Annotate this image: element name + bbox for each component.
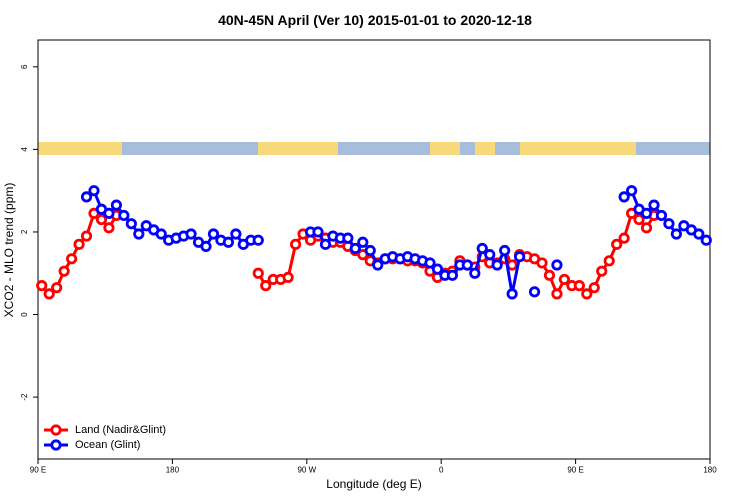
- data-point: [506, 259, 518, 271]
- data-point: [491, 259, 503, 271]
- plot-area: [36, 185, 712, 300]
- data-point: [282, 271, 294, 283]
- data-point: [506, 288, 518, 300]
- data-point: [484, 249, 496, 261]
- y-tick-label: -2: [20, 393, 29, 401]
- data-point: [700, 234, 712, 246]
- data-point: [573, 280, 585, 292]
- data-point: [185, 228, 197, 240]
- data-point: [319, 238, 332, 250]
- data-point: [663, 218, 675, 230]
- data-point: [670, 228, 683, 240]
- data-point: [693, 228, 705, 240]
- data-point: [58, 265, 70, 277]
- legend-marker: [50, 424, 62, 436]
- x-tick-label: 90 W: [297, 466, 316, 475]
- data-point: [133, 228, 145, 240]
- chart-title: 40N-45N April (Ver 10) 2015-01-01 to 202…: [218, 12, 532, 28]
- data-point: [633, 213, 645, 226]
- data-point: [536, 257, 548, 269]
- data-point: [155, 228, 167, 240]
- data-point: [551, 259, 563, 271]
- data-point: [125, 218, 137, 230]
- y-tick-label: 0: [20, 312, 29, 317]
- data-point: [648, 199, 660, 211]
- x-axis-label: Longitude (deg E): [326, 477, 421, 491]
- data-point: [618, 191, 630, 203]
- data-point: [103, 207, 115, 219]
- data-point: [43, 288, 55, 300]
- data-point: [312, 226, 324, 238]
- data-point: [499, 244, 511, 257]
- data-point: [581, 288, 593, 300]
- data-point: [110, 199, 123, 211]
- x-tick-label: 90 E: [567, 466, 583, 475]
- data-point: [51, 282, 63, 294]
- y-axis-label: XCO2 - MLO trend (ppm): [2, 183, 16, 318]
- y-tick-label: 6: [20, 64, 29, 69]
- data-point: [260, 280, 272, 292]
- legend-label: Land (Nadir&Glint): [75, 424, 166, 436]
- data-point: [528, 286, 541, 298]
- data-point: [66, 253, 78, 265]
- data-point: [424, 257, 436, 269]
- data-point: [80, 191, 93, 203]
- data-point: [289, 238, 302, 250]
- data-point: [640, 207, 653, 219]
- data-point: [618, 232, 630, 244]
- data-point: [551, 288, 563, 300]
- x-tick-label: 0: [439, 466, 444, 475]
- data-point: [200, 240, 212, 253]
- data-point: [342, 232, 354, 244]
- y-tick-label: 2: [20, 229, 29, 234]
- data-point: [603, 255, 615, 267]
- data-point: [513, 251, 526, 263]
- land-strip: [475, 142, 495, 155]
- x-tick-label: 90 E: [30, 466, 46, 475]
- data-point: [596, 265, 608, 277]
- plot-frame: [37, 39, 711, 460]
- data-point: [73, 238, 85, 250]
- data-point: [252, 234, 264, 246]
- land-strip: [520, 142, 636, 155]
- x-tick-label: 180: [166, 466, 180, 475]
- data-point: [80, 230, 93, 242]
- data-point: [446, 269, 458, 281]
- data-point: [469, 267, 481, 279]
- legend: Land (Nadir&Glint) Ocean (Glint): [44, 424, 166, 451]
- data-point: [103, 222, 115, 234]
- data-point: [476, 242, 488, 255]
- data-point: [543, 269, 556, 281]
- data-point: [655, 209, 668, 222]
- legend-marker: [50, 439, 62, 451]
- data-point: [222, 236, 234, 248]
- data-point: [364, 244, 376, 257]
- data-point: [357, 236, 369, 248]
- data-point: [461, 259, 473, 271]
- data-point: [95, 213, 108, 226]
- data-point: [252, 267, 264, 279]
- data-point: [640, 222, 653, 234]
- data-point: [558, 273, 571, 286]
- data-point: [36, 280, 48, 292]
- land-strip: [430, 142, 460, 155]
- data-point: [207, 228, 220, 240]
- data-point: [349, 242, 361, 255]
- data-point: [372, 259, 384, 271]
- legend-label: Ocean (Glint): [75, 439, 140, 451]
- data-point: [88, 185, 100, 197]
- data-point: [431, 263, 444, 275]
- data-point: [230, 228, 242, 240]
- x-tick-label: 180: [703, 466, 717, 475]
- y-tick-label: 4: [20, 147, 29, 152]
- data-point: [611, 238, 623, 250]
- data-point: [118, 209, 130, 222]
- surface-strip: [38, 142, 710, 155]
- data-point: [625, 185, 638, 197]
- data-point: [588, 282, 600, 294]
- land-strip: [38, 142, 122, 155]
- land-strip: [258, 142, 338, 155]
